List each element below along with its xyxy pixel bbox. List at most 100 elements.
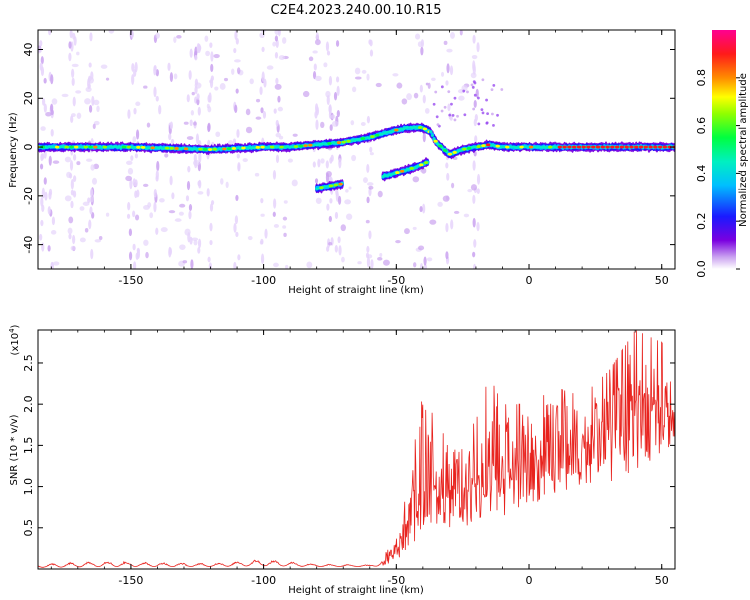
spectral-noise-dot xyxy=(100,64,108,69)
spectral-noise-blob xyxy=(366,196,370,204)
spectral-noise-blob xyxy=(197,106,201,116)
spectral-noise-dot xyxy=(312,50,318,54)
spectral-noise-blob xyxy=(89,206,93,215)
colorbar-gradient xyxy=(712,30,736,269)
spectral-noise-blob xyxy=(136,249,141,259)
spectral-noise-dot xyxy=(401,98,408,105)
spectral-noise-dot xyxy=(91,177,98,185)
colorbar-tick-label: 0.8 xyxy=(695,69,708,87)
spectral-noise-dot xyxy=(71,113,76,118)
spectral-noise-dot xyxy=(209,79,213,84)
y-tick-label: 2.5 xyxy=(22,354,35,372)
ridge-hotspot xyxy=(643,145,649,149)
spectral-noise-blob xyxy=(39,233,43,241)
ridge-hotspot xyxy=(452,151,457,154)
ridge-hotspot xyxy=(481,144,486,148)
spectral-noise-blob xyxy=(168,247,173,256)
spectral-noise-blob xyxy=(156,160,160,172)
spectral-noise-dot xyxy=(330,114,336,119)
x-tick-label: -100 xyxy=(251,574,276,587)
spectral-noise-dot xyxy=(396,82,403,89)
spectral-noise-dot xyxy=(470,83,474,87)
spectral-noise-blob xyxy=(70,179,74,190)
spectral-noise-blob xyxy=(328,104,332,115)
spectral-noise-dot xyxy=(354,76,362,80)
spectral-noise-dot xyxy=(308,56,314,62)
spectral-noise-dot xyxy=(135,101,141,107)
spectral-noise-dot xyxy=(434,90,438,94)
spectral-noise-dot xyxy=(341,256,345,263)
spectral-noise-dot xyxy=(351,86,357,93)
spectral-noise-dot xyxy=(220,178,224,185)
spectral-noise-dot xyxy=(404,228,410,235)
ridge-hotspot xyxy=(83,145,88,149)
spectral-noise-dot xyxy=(282,225,287,229)
spectral-noise-blob xyxy=(209,203,214,212)
ridge-hotspot xyxy=(495,144,500,148)
spectral-noise-dot xyxy=(50,230,57,235)
colorbar-tick-label: 0.0 xyxy=(695,260,708,278)
spectral-noise-blob xyxy=(189,48,193,58)
spectral-noise-blob xyxy=(264,228,268,239)
spectral-noise-blob xyxy=(368,187,372,197)
spectral-noise-dot xyxy=(365,219,370,224)
ridge-hotspot xyxy=(438,144,443,148)
spectral-noise-blob xyxy=(187,165,191,173)
spectral-noise-dot xyxy=(463,113,467,117)
spectral-noise-dot xyxy=(225,181,229,189)
spectral-noise-blob xyxy=(130,155,134,161)
spectral-noise-blob xyxy=(419,262,424,269)
spectral-noise-dot xyxy=(302,90,310,98)
ridge-hotspot xyxy=(370,135,375,138)
spectral-noise-blob xyxy=(275,77,279,85)
spectral-noise-dot xyxy=(254,172,260,177)
spectral-noise-dot xyxy=(52,261,60,266)
spectral-noise-blob xyxy=(43,103,47,113)
x-tick-label: -150 xyxy=(118,274,143,287)
spectral-noise-dot xyxy=(194,82,202,89)
snr-frame xyxy=(37,329,676,570)
spectral-noise-blob xyxy=(209,42,213,48)
spectral-noise-dot xyxy=(234,59,241,63)
spectral-noise-blob xyxy=(128,251,133,261)
spectral-noise-dot xyxy=(328,242,333,246)
spectral-noise-dot xyxy=(477,122,481,126)
spectral-noise-dot xyxy=(470,184,478,191)
spectral-noise-blob xyxy=(48,30,52,36)
spectral-noise-blob xyxy=(196,93,200,100)
spectral-noise-dot xyxy=(93,99,100,106)
spectral-noise-blob xyxy=(153,86,157,98)
spectral-noise-dot xyxy=(477,96,480,100)
ridge-hotspot xyxy=(241,146,246,150)
y-tick-label: 20 xyxy=(22,91,35,105)
spectral-noise-blob xyxy=(472,160,476,171)
spectral-noise-dot xyxy=(213,54,220,59)
spectral-noise-dot xyxy=(492,83,496,87)
spectral-noise-blob xyxy=(127,201,131,211)
x-tick-label: 0 xyxy=(526,274,533,287)
spectral-noise-dot xyxy=(145,251,149,259)
ridge-hotspot xyxy=(423,161,429,165)
spectral-noise-dot xyxy=(215,131,221,137)
spectral-noise-dot xyxy=(249,78,254,85)
spectral-noise-blob xyxy=(369,39,373,47)
spectral-noise-blob xyxy=(194,54,198,61)
spectral-noise-dot xyxy=(147,202,152,208)
spectral-noise-dot xyxy=(292,133,298,137)
spectral-noise-blob xyxy=(277,95,281,103)
colorbar-ticks: 0.0 0.2 0.4 0.6 0.8 xyxy=(695,69,740,278)
spectral-noise-dot xyxy=(197,191,204,195)
spectral-noise-dot xyxy=(245,126,253,134)
spectral-noise-dot xyxy=(462,89,466,93)
spectral-noise-blob xyxy=(366,256,371,268)
spectral-noise-dot xyxy=(173,73,178,80)
spectral-noise-dot xyxy=(345,213,353,220)
spectral-noise-blob xyxy=(261,71,265,82)
spectral-noise-blob xyxy=(235,194,239,202)
ridge-hotspot xyxy=(341,140,346,144)
spectral-noise-blob xyxy=(337,236,341,244)
spectral-noise-blob xyxy=(234,30,238,40)
spectral-noise-dot xyxy=(98,235,103,241)
spectral-noise-dot xyxy=(480,108,484,112)
spectral-noise-dot xyxy=(412,226,417,230)
